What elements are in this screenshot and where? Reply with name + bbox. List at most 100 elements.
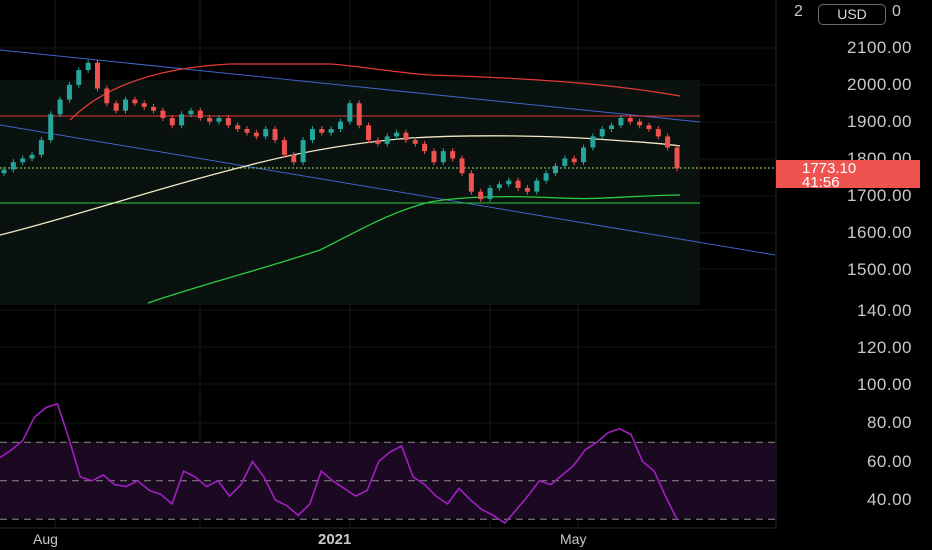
candle-body <box>478 191 484 200</box>
candle-body <box>263 129 269 137</box>
candle-body <box>356 103 362 126</box>
candle-body <box>627 117 633 122</box>
time-axis-label: 2021 <box>318 531 352 548</box>
scale-indicator-left: 2 <box>794 3 803 20</box>
moving-average-red <box>69 63 681 121</box>
candle-body <box>179 114 185 126</box>
candle-body <box>422 143 428 152</box>
candle-body <box>66 84 72 100</box>
candle-body <box>534 180 540 192</box>
candle-body <box>590 136 596 148</box>
candle-body <box>48 114 54 141</box>
candle-body <box>581 147 587 163</box>
candle-body <box>272 129 278 141</box>
candle-body <box>197 110 203 118</box>
candle-body <box>207 117 213 122</box>
currency-selector-button[interactable]: USD <box>818 4 886 25</box>
scale-indicator-right: 0 <box>892 3 901 20</box>
moving-average-cream <box>0 135 681 236</box>
candle-body <box>113 103 119 111</box>
candle-body <box>562 158 568 166</box>
candle-body <box>543 173 549 181</box>
candle-body <box>637 121 643 126</box>
candle-body <box>496 184 502 188</box>
candle-body <box>338 121 343 130</box>
candle-body <box>104 88 110 104</box>
time-axis-label: May <box>560 531 587 547</box>
candle-body <box>169 117 175 126</box>
candle-body <box>225 117 231 126</box>
candle-body <box>281 140 287 155</box>
candle-body <box>665 136 671 148</box>
indicator-scale-label: 80.00 <box>866 413 912 432</box>
candle-body <box>618 117 624 126</box>
candle-body <box>674 147 680 169</box>
candle-body <box>160 110 166 118</box>
candle-body <box>244 129 250 133</box>
candle-body <box>506 180 512 185</box>
candle-body <box>1 169 7 174</box>
candle-body <box>646 125 652 130</box>
rsi-line <box>0 402 678 525</box>
candle-body <box>552 165 558 174</box>
candle-body <box>20 158 26 163</box>
candle-body <box>347 103 353 122</box>
candle-body <box>412 140 418 144</box>
price-scale-label: 1500.00 <box>847 260 912 279</box>
candle-body <box>366 125 372 141</box>
candle-body <box>10 162 16 170</box>
candle-body <box>403 132 409 141</box>
candle-body <box>609 125 615 130</box>
candle-body <box>309 129 315 141</box>
candle-body <box>431 151 437 163</box>
indicator-scale-label: 60.00 <box>866 452 912 471</box>
candle-body <box>253 132 259 137</box>
indicator-scale-label: 40.00 <box>866 490 912 509</box>
time-axis-label: Aug <box>33 531 58 547</box>
candle-body <box>468 173 474 192</box>
bar-countdown: 41:56 <box>802 174 840 191</box>
candle-body <box>94 62 100 89</box>
candle-body <box>57 99 63 115</box>
price-scale-label: 2000.00 <box>847 75 912 94</box>
candle-body <box>450 151 456 159</box>
indicator-scale-label: 120.00 <box>857 338 912 357</box>
moving-average-green <box>147 194 681 304</box>
indicator-scale-label: 140.00 <box>857 301 912 320</box>
trend-channel-lower <box>0 124 776 256</box>
price-scale-label: 1600.00 <box>847 223 912 242</box>
candle-body <box>384 136 390 144</box>
candle-body <box>487 187 493 200</box>
candle-body <box>132 99 138 104</box>
candle-body <box>571 158 577 163</box>
candle-body <box>319 129 325 133</box>
candle-body <box>235 125 241 130</box>
candle-body <box>29 154 35 159</box>
indicator-scale-label: 100.00 <box>857 375 912 394</box>
price-scale-label: 1700.00 <box>847 186 912 205</box>
candle-body <box>123 99 129 111</box>
candle-body <box>216 117 222 122</box>
candle-body <box>459 158 465 174</box>
candle-body <box>38 140 44 155</box>
candle-body <box>515 180 521 188</box>
candle-body <box>300 140 306 163</box>
trend-channel-upper <box>0 49 701 123</box>
candle-body <box>151 106 157 111</box>
candle-body <box>76 70 82 85</box>
candle-body <box>85 62 91 71</box>
candle-body <box>328 129 334 133</box>
current-price-value: 1773.10 <box>802 160 857 177</box>
candle-body <box>394 132 400 137</box>
price-scale-label: 1900.00 <box>847 112 912 131</box>
candle-body <box>188 110 194 115</box>
candle-body <box>141 103 147 107</box>
candle-body <box>655 129 661 137</box>
candle-body <box>599 129 605 137</box>
candle-body <box>375 140 381 144</box>
candle-body <box>440 151 446 163</box>
candle-body <box>524 187 530 192</box>
price-scale-label: 2100.00 <box>847 38 912 57</box>
candle-body <box>291 154 297 163</box>
